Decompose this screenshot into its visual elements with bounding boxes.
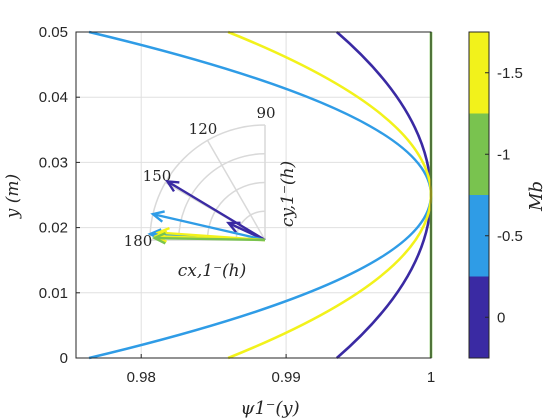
colorbar-tick-label: -1.5 <box>497 65 523 82</box>
x-tick-label: 1 <box>427 369 435 386</box>
colorbar-segment <box>469 113 489 195</box>
y-tick-label: 0.05 <box>39 24 68 41</box>
series-line <box>227 30 433 360</box>
x-axis-label: ψ1⁻(y) <box>240 398 299 419</box>
y-tick-label: 0 <box>60 350 68 367</box>
inset-arrow-head <box>150 210 165 223</box>
inset-y-label: cy,1⁻(h) <box>278 161 298 227</box>
inset-spoke <box>206 140 266 241</box>
x-tick-label: 0.99 <box>272 369 301 386</box>
x-tick-label: 0.98 <box>127 369 156 386</box>
inset-x-label: cx,1⁻(h) <box>178 261 247 281</box>
series-lines <box>88 30 433 360</box>
colorbar-segment <box>469 195 489 277</box>
colorbar: 0 -0.5 -1 -1.5 <box>468 31 523 359</box>
colorbar-frame <box>468 31 490 359</box>
inset-arrows <box>147 179 266 245</box>
inset-polar-grid: 90 120 150 180 <box>124 104 276 250</box>
inset-arrow <box>152 212 266 242</box>
y-tick-label: 0.01 <box>39 285 68 302</box>
series-line <box>88 30 432 360</box>
inset-ring <box>149 124 266 241</box>
inset-arrow <box>154 236 266 242</box>
y-tick-label: 0.03 <box>39 154 68 171</box>
inset-arrow <box>166 180 266 242</box>
y-tick-label: 0.02 <box>39 220 68 237</box>
inset-angle-label: 120 <box>189 120 218 138</box>
inset-arrow-head <box>165 179 180 193</box>
colorbar-tick-label: -0.5 <box>497 228 523 245</box>
colorbar-tick-label: -1 <box>497 146 510 163</box>
y-tick-label: 0.04 <box>39 89 68 106</box>
inset-angle-label: 150 <box>143 167 172 185</box>
inset-ring <box>206 181 266 241</box>
inset-arrow-head <box>226 221 241 234</box>
axes-box <box>75 31 432 359</box>
colorbar-segment <box>469 276 489 358</box>
inset-arrow <box>228 221 266 242</box>
colorbar-label: Mb <box>526 181 547 212</box>
inset-angle-label: 180 <box>124 232 153 250</box>
inset-angle-label: 90 <box>256 104 275 122</box>
axis-ticks: 0.98 0.99 1 0 0.01 0.02 0.03 0.04 0.05 <box>39 24 435 386</box>
inset-ring <box>235 210 266 241</box>
grid <box>76 31 432 359</box>
y-axis-label: y (m) <box>3 174 23 219</box>
series-line <box>335 31 433 359</box>
colorbar-tick-label: 0 <box>497 309 505 326</box>
colorbar-segment <box>469 32 489 114</box>
inset-ring <box>178 153 266 241</box>
inset-arrow-head <box>151 231 167 245</box>
